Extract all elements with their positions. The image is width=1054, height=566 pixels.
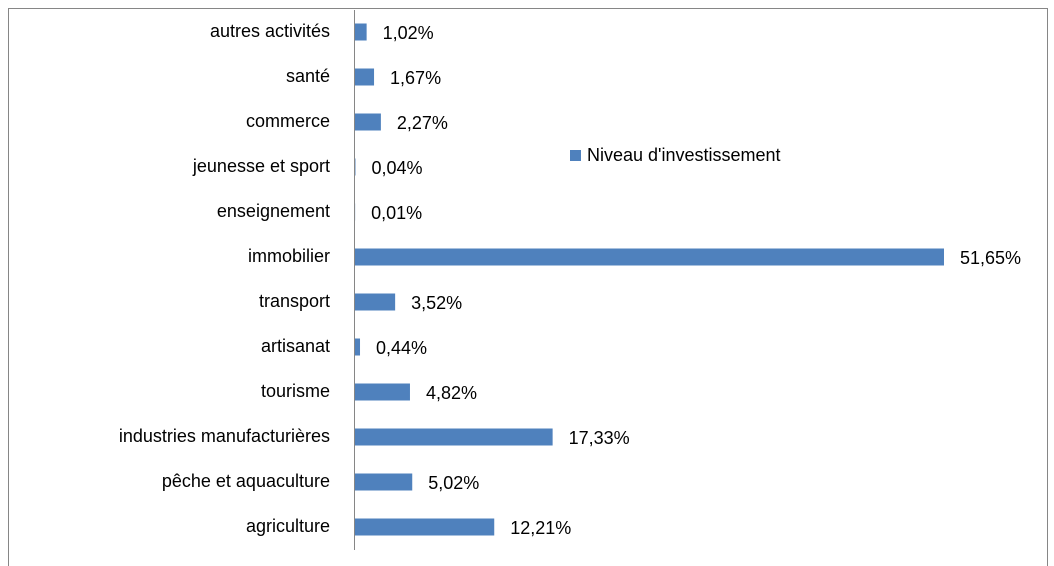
bar [355,518,495,536]
bar [355,23,367,41]
bar [355,68,375,86]
bar [355,338,361,356]
y-tick-label: autres activités [210,21,330,41]
y-tick-label: commerce [246,111,330,131]
y-tick-label: immobilier [248,246,330,266]
value-label: 0,01% [371,203,422,223]
legend-label: Niveau d'investissement [587,145,781,165]
value-label: 12,21% [510,518,571,538]
bar [355,248,944,266]
bar [355,383,410,401]
y-tick-label: enseignement [217,201,330,221]
bar [355,113,381,131]
value-label: 17,33% [569,428,630,448]
value-label: 0,44% [376,338,427,358]
bar [355,428,553,446]
bar [355,293,396,311]
y-tick-label: industries manufacturières [119,426,330,446]
bar [355,473,413,491]
legend-swatch [570,150,581,161]
y-tick-label: santé [286,66,330,86]
value-label: 0,04% [371,158,422,178]
value-label: 4,82% [426,383,477,403]
value-label: 1,67% [390,68,441,88]
y-tick-label: agriculture [246,516,330,536]
value-label: 5,02% [428,473,479,493]
value-label: 3,52% [411,293,462,313]
value-label: 2,27% [397,113,448,133]
chart-border [8,8,1048,566]
y-tick-label: tourisme [261,381,330,401]
value-label: 51,65% [960,248,1021,268]
value-label: 1,02% [383,23,434,43]
y-tick-label: pêche et aquaculture [162,471,330,491]
y-tick-label: artisanat [261,336,330,356]
y-tick-label: transport [259,291,330,311]
y-tick-label: jeunesse et sport [192,156,330,176]
